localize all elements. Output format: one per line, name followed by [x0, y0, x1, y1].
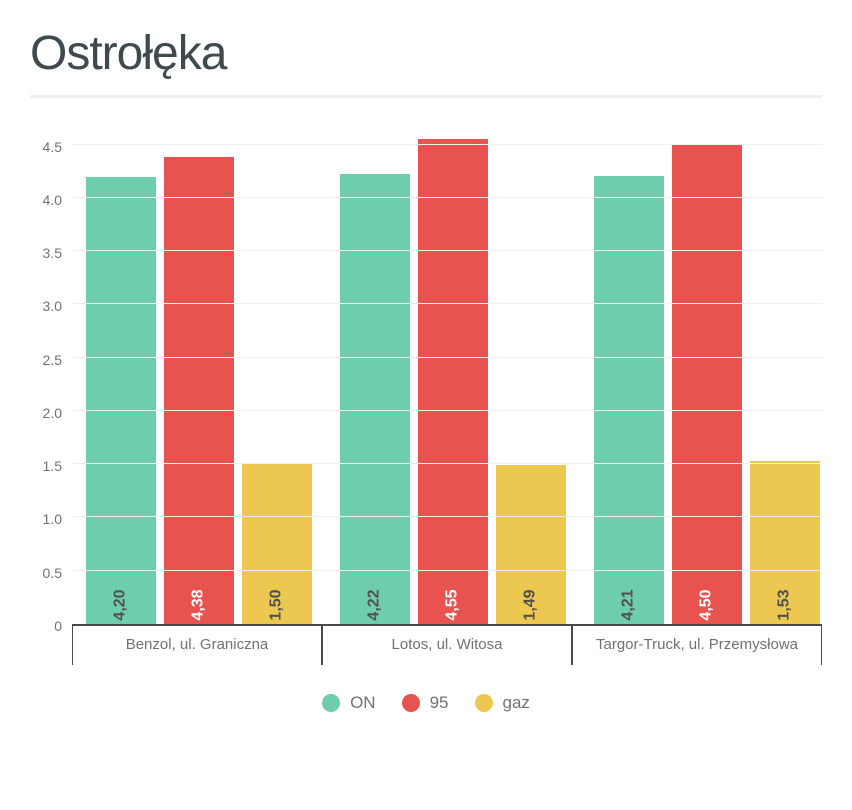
- x-axis: Benzol, ul. GranicznaLotos, ul. WitosaTa…: [72, 626, 822, 665]
- y-tick-label: 2.5: [43, 352, 62, 368]
- legend-item-gaz: gaz: [475, 693, 530, 713]
- y-tick-label: 2.0: [43, 405, 62, 421]
- bar-value-label: 4,20: [112, 589, 130, 620]
- y-tick-label: 4.0: [43, 192, 62, 208]
- bar-value-label: 1,53: [776, 589, 794, 620]
- bar-95: 4,50: [672, 145, 742, 624]
- plot-row: 00.51.01.52.02.53.03.54.04.5 4,204,381,5…: [30, 136, 822, 626]
- y-tick-label: 4.5: [43, 139, 62, 155]
- grid-line: [72, 144, 822, 145]
- legend-label: ON: [350, 693, 376, 713]
- legend-label: gaz: [503, 693, 530, 713]
- plot-area: 4,20 4,38 1,50 4,22 4,55 1,49 4,21 4,50 1,53: [72, 136, 822, 626]
- bar-gaz: 1,53: [750, 461, 820, 624]
- bar-95: 4,55: [418, 139, 488, 624]
- x-axis-label: Benzol, ul. Graniczna: [72, 626, 322, 665]
- legend-label: 95: [430, 693, 449, 713]
- bar-gaz: 1,49: [496, 465, 566, 624]
- y-tick-label: 3.0: [43, 298, 62, 314]
- bar-value-label: 4,50: [698, 589, 716, 620]
- x-axis-label: Targor-Truck, ul. Przemysłowa: [572, 626, 822, 665]
- y-tick-label: 0: [54, 618, 62, 634]
- x-axis-label: Lotos, ul. Witosa: [322, 626, 572, 665]
- bar-on: 4,20: [86, 177, 156, 624]
- grid-line: [72, 357, 822, 358]
- y-tick-label: 1.0: [43, 511, 62, 527]
- grid-line: [72, 463, 822, 464]
- grid-line: [72, 516, 822, 517]
- legend-swatch: [475, 694, 493, 712]
- bar-group: 4,20 4,38 1,50: [72, 136, 326, 624]
- bar-on: 4,21: [594, 176, 664, 624]
- legend-item-95: 95: [402, 693, 449, 713]
- legend-swatch: [402, 694, 420, 712]
- chart-page: Ostrołęka 0 0.5 1.0 1.5 2.0 2.5 3.0 3.5 4.0 4.5 4…: [0, 0, 852, 731]
- y-tick-label: 0.5: [43, 565, 62, 581]
- bar-95: 4,38: [164, 157, 234, 624]
- grid-line: [72, 303, 822, 304]
- grid-line: [72, 197, 822, 198]
- grid-line: [72, 250, 822, 251]
- fuel-price-chart: 0 0.5 1.0 1.5 2.0 2.5 3.0 3.5 4.0 4.5 4,20 4,38 1,5…: [30, 136, 822, 713]
- bar-value-label: 4,22: [366, 589, 384, 620]
- page-title: Ostrołęka: [30, 26, 822, 81]
- bar-on: 4,22: [340, 174, 410, 624]
- bar-value-label: 1,50: [268, 589, 286, 620]
- legend-swatch: [322, 694, 340, 712]
- y-tick-label: 1.5: [43, 458, 62, 474]
- legend-item-on: ON: [322, 693, 376, 713]
- y-axis: 00.51.01.52.02.53.03.54.04.5: [30, 136, 72, 626]
- bar-groups: 4,20 4,38 1,50 4,22 4,55 1,49 4,21 4,50 1,53: [72, 136, 822, 624]
- y-tick-label: 3.5: [43, 245, 62, 261]
- bar-value-label: 4,21: [620, 589, 638, 620]
- bar-value-label: 4,38: [190, 589, 208, 620]
- legend: ON 95 gaz: [30, 693, 822, 713]
- bar-value-label: 1,49: [522, 589, 540, 620]
- bar-group: 4,22 4,55 1,49: [326, 136, 580, 624]
- grid-line: [72, 570, 822, 571]
- bar-group: 4,21 4,50 1,53: [580, 136, 834, 624]
- title-rule: [30, 95, 822, 98]
- bar-value-label: 4,55: [444, 589, 462, 620]
- bar-gaz: 1,50: [242, 464, 312, 624]
- grid-line: [72, 410, 822, 411]
